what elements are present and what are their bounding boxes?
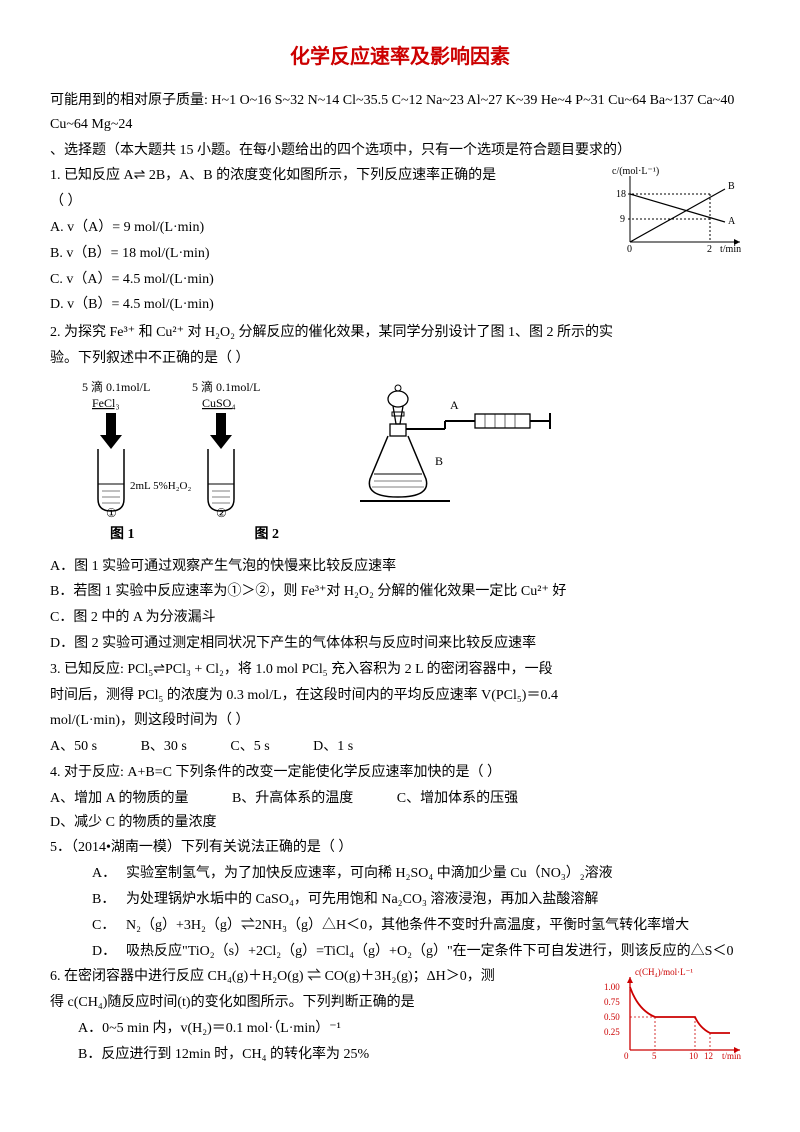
q1-graph: c/(mol·L⁻¹) 18 9 A B 0 2 t/min xyxy=(610,164,750,254)
page-title: 化学反应速率及影响因素 xyxy=(50,40,750,74)
section-instruction: 、选择题（本大题共 15 小题。在每小题给出的四个选项中，只有一个选项是符合题目… xyxy=(50,139,750,163)
q5-stem: 5．（2014•湖南一模）下列有关说法正确的是（ ） xyxy=(50,836,750,860)
svg-text:2mL 5%H₂O₂: 2mL 5%H₂O₂ xyxy=(130,480,192,492)
q2-stem-1: 2. 为探究 Fe³⁺ 和 Cu²⁺ 对 H₂O₂ 分解反应的催化效果，某同学分… xyxy=(50,321,750,345)
svg-text:5: 5 xyxy=(652,1051,657,1061)
q3-options: A、50 s B、30 s C、5 s D、1 s xyxy=(50,735,750,759)
svg-text:9: 9 xyxy=(620,214,625,225)
q4-opt-b: B、升高体系的温度 xyxy=(232,787,353,811)
q4-opt-d: D、减少 C 的物质的量浓度 xyxy=(50,811,216,835)
svg-text:0.50: 0.50 xyxy=(604,1012,620,1022)
q5-opt-b: B．为处理锅炉水垢中的 CaSO₄，可先用饱和 Na₂CO₃ 溶液浸泡，再加入盐… xyxy=(50,888,750,912)
svg-text:②: ② xyxy=(216,506,227,519)
svg-text:①: ① xyxy=(106,506,117,519)
svg-text:0: 0 xyxy=(624,1051,629,1061)
q4-options-1: A、增加 A 的物质的量 B、升高体系的温度 C、增加体系的压强 D、减少 C … xyxy=(50,787,750,835)
svg-text:t/min: t/min xyxy=(720,244,741,254)
q5-opt-c: C．N₂（g）+3H₂（g）⇌2NH₃（g）△H＜0，其他条件不变时升高温度，平… xyxy=(50,914,750,938)
svg-text:10: 10 xyxy=(689,1051,699,1061)
q3-opt-c: C、5 s xyxy=(230,735,269,759)
svg-text:0.75: 0.75 xyxy=(604,997,620,1007)
svg-text:2: 2 xyxy=(707,244,712,254)
svg-text:5 滴 0.1mol/L: 5 滴 0.1mol/L xyxy=(192,379,260,394)
svg-text:A: A xyxy=(450,398,459,412)
svg-text:t/min: t/min xyxy=(722,1051,742,1061)
q4-opt-a: A、增加 A 的物质的量 xyxy=(50,787,188,811)
svg-text:B: B xyxy=(435,454,443,468)
q3-stem-2: 时间后，测得 PCl₅ 的浓度为 0.3 mol/L，在这段时间内的平均反应速率… xyxy=(50,684,750,708)
svg-text:B: B xyxy=(728,181,735,192)
q2-opt-b: B．若图 1 实验中反应速率为①＞②，则 Fe³⁺对 H₂O₂ 分解的催化效果一… xyxy=(50,580,750,604)
q2-fig1-svg: 5 滴 0.1mol/L 5 滴 0.1mol/L FeCl₃ CuSO₄ 2m… xyxy=(70,379,290,519)
q3-opt-d: D、1 s xyxy=(313,735,353,759)
svg-text:A: A xyxy=(728,216,736,227)
q4-opt-c: C、增加体系的压强 xyxy=(397,787,518,811)
q2-fig-labels: 图 1 图 2 xyxy=(110,523,750,547)
fig1-label: 图 1 xyxy=(110,523,135,547)
q2-fig2-svg: A B xyxy=(350,379,560,519)
q2-opt-a: A．图 1 实验可通过观察产生气泡的快慢来比较反应速率 xyxy=(50,555,750,579)
svg-text:FeCl₃: FeCl₃ xyxy=(92,396,120,410)
svg-text:0.25: 0.25 xyxy=(604,1027,620,1037)
q2-stem-2: 验。下列叙述中不正确的是（ ） xyxy=(50,347,750,371)
q4-stem: 4. 对于反应: A+B=C 下列条件的改变一定能使化学反应速率加快的是（ ） xyxy=(50,761,750,785)
q2-opt-c: C．图 2 中的 A 为分液漏斗 xyxy=(50,606,750,630)
svg-text:5 滴 0.1mol/L: 5 滴 0.1mol/L xyxy=(82,379,150,394)
svg-text:CuSO₄: CuSO₄ xyxy=(202,396,236,410)
fig2-label: 图 2 xyxy=(255,523,280,547)
svg-text:18: 18 xyxy=(616,189,626,200)
q2-diagram: 5 滴 0.1mol/L 5 滴 0.1mol/L FeCl₃ CuSO₄ 2m… xyxy=(70,379,750,519)
q1-opt-d: D. v（B）= 4.5 mol/(L·min) xyxy=(50,293,750,317)
q2-opt-d: D．图 2 实验可通过测定相同状况下产生的气体体积与反应时间来比较反应速率 xyxy=(50,632,750,656)
svg-text:0: 0 xyxy=(627,244,632,254)
q3-opt-a: A、50 s xyxy=(50,735,97,759)
q1-opt-c: C. v（A）= 4.5 mol/(L·min) xyxy=(50,268,750,292)
atomic-mass-ref: 可能用到的相对原子质量: H~1 O~16 S~32 N~14 Cl~35.5 … xyxy=(50,89,750,137)
svg-text:1.00: 1.00 xyxy=(604,982,620,992)
svg-text:c(CH₄)/mol·L⁻¹: c(CH₄)/mol·L⁻¹ xyxy=(635,967,693,977)
q3-stem-3: mol/(L·min)，则这段时间为（ ） xyxy=(50,709,750,733)
q1-ylabel: c/(mol·L⁻¹) xyxy=(612,166,659,177)
q3-opt-b: B、30 s xyxy=(141,735,187,759)
q3-stem-1: 3. 已知反应: PCl₅⇌PCl₃ + Cl₂，将 1.0 mol PCl₅ … xyxy=(50,658,750,682)
svg-text:12: 12 xyxy=(704,1051,713,1061)
q5-opt-d: D．吸热反应"TiO₂（s）+2Cl₂（g）=TiCl₄（g）+O₂（g）"在一… xyxy=(50,940,750,964)
q5-opt-a: A．实验室制氢气，为了加快反应速率，可向稀 H₂SO₄ 中滴加少量 Cu（NO₃… xyxy=(50,862,750,886)
q6-graph: c(CH₄)/mol·L⁻¹ 1.00 0.75 0.50 0.25 0 5 1… xyxy=(600,965,750,1065)
